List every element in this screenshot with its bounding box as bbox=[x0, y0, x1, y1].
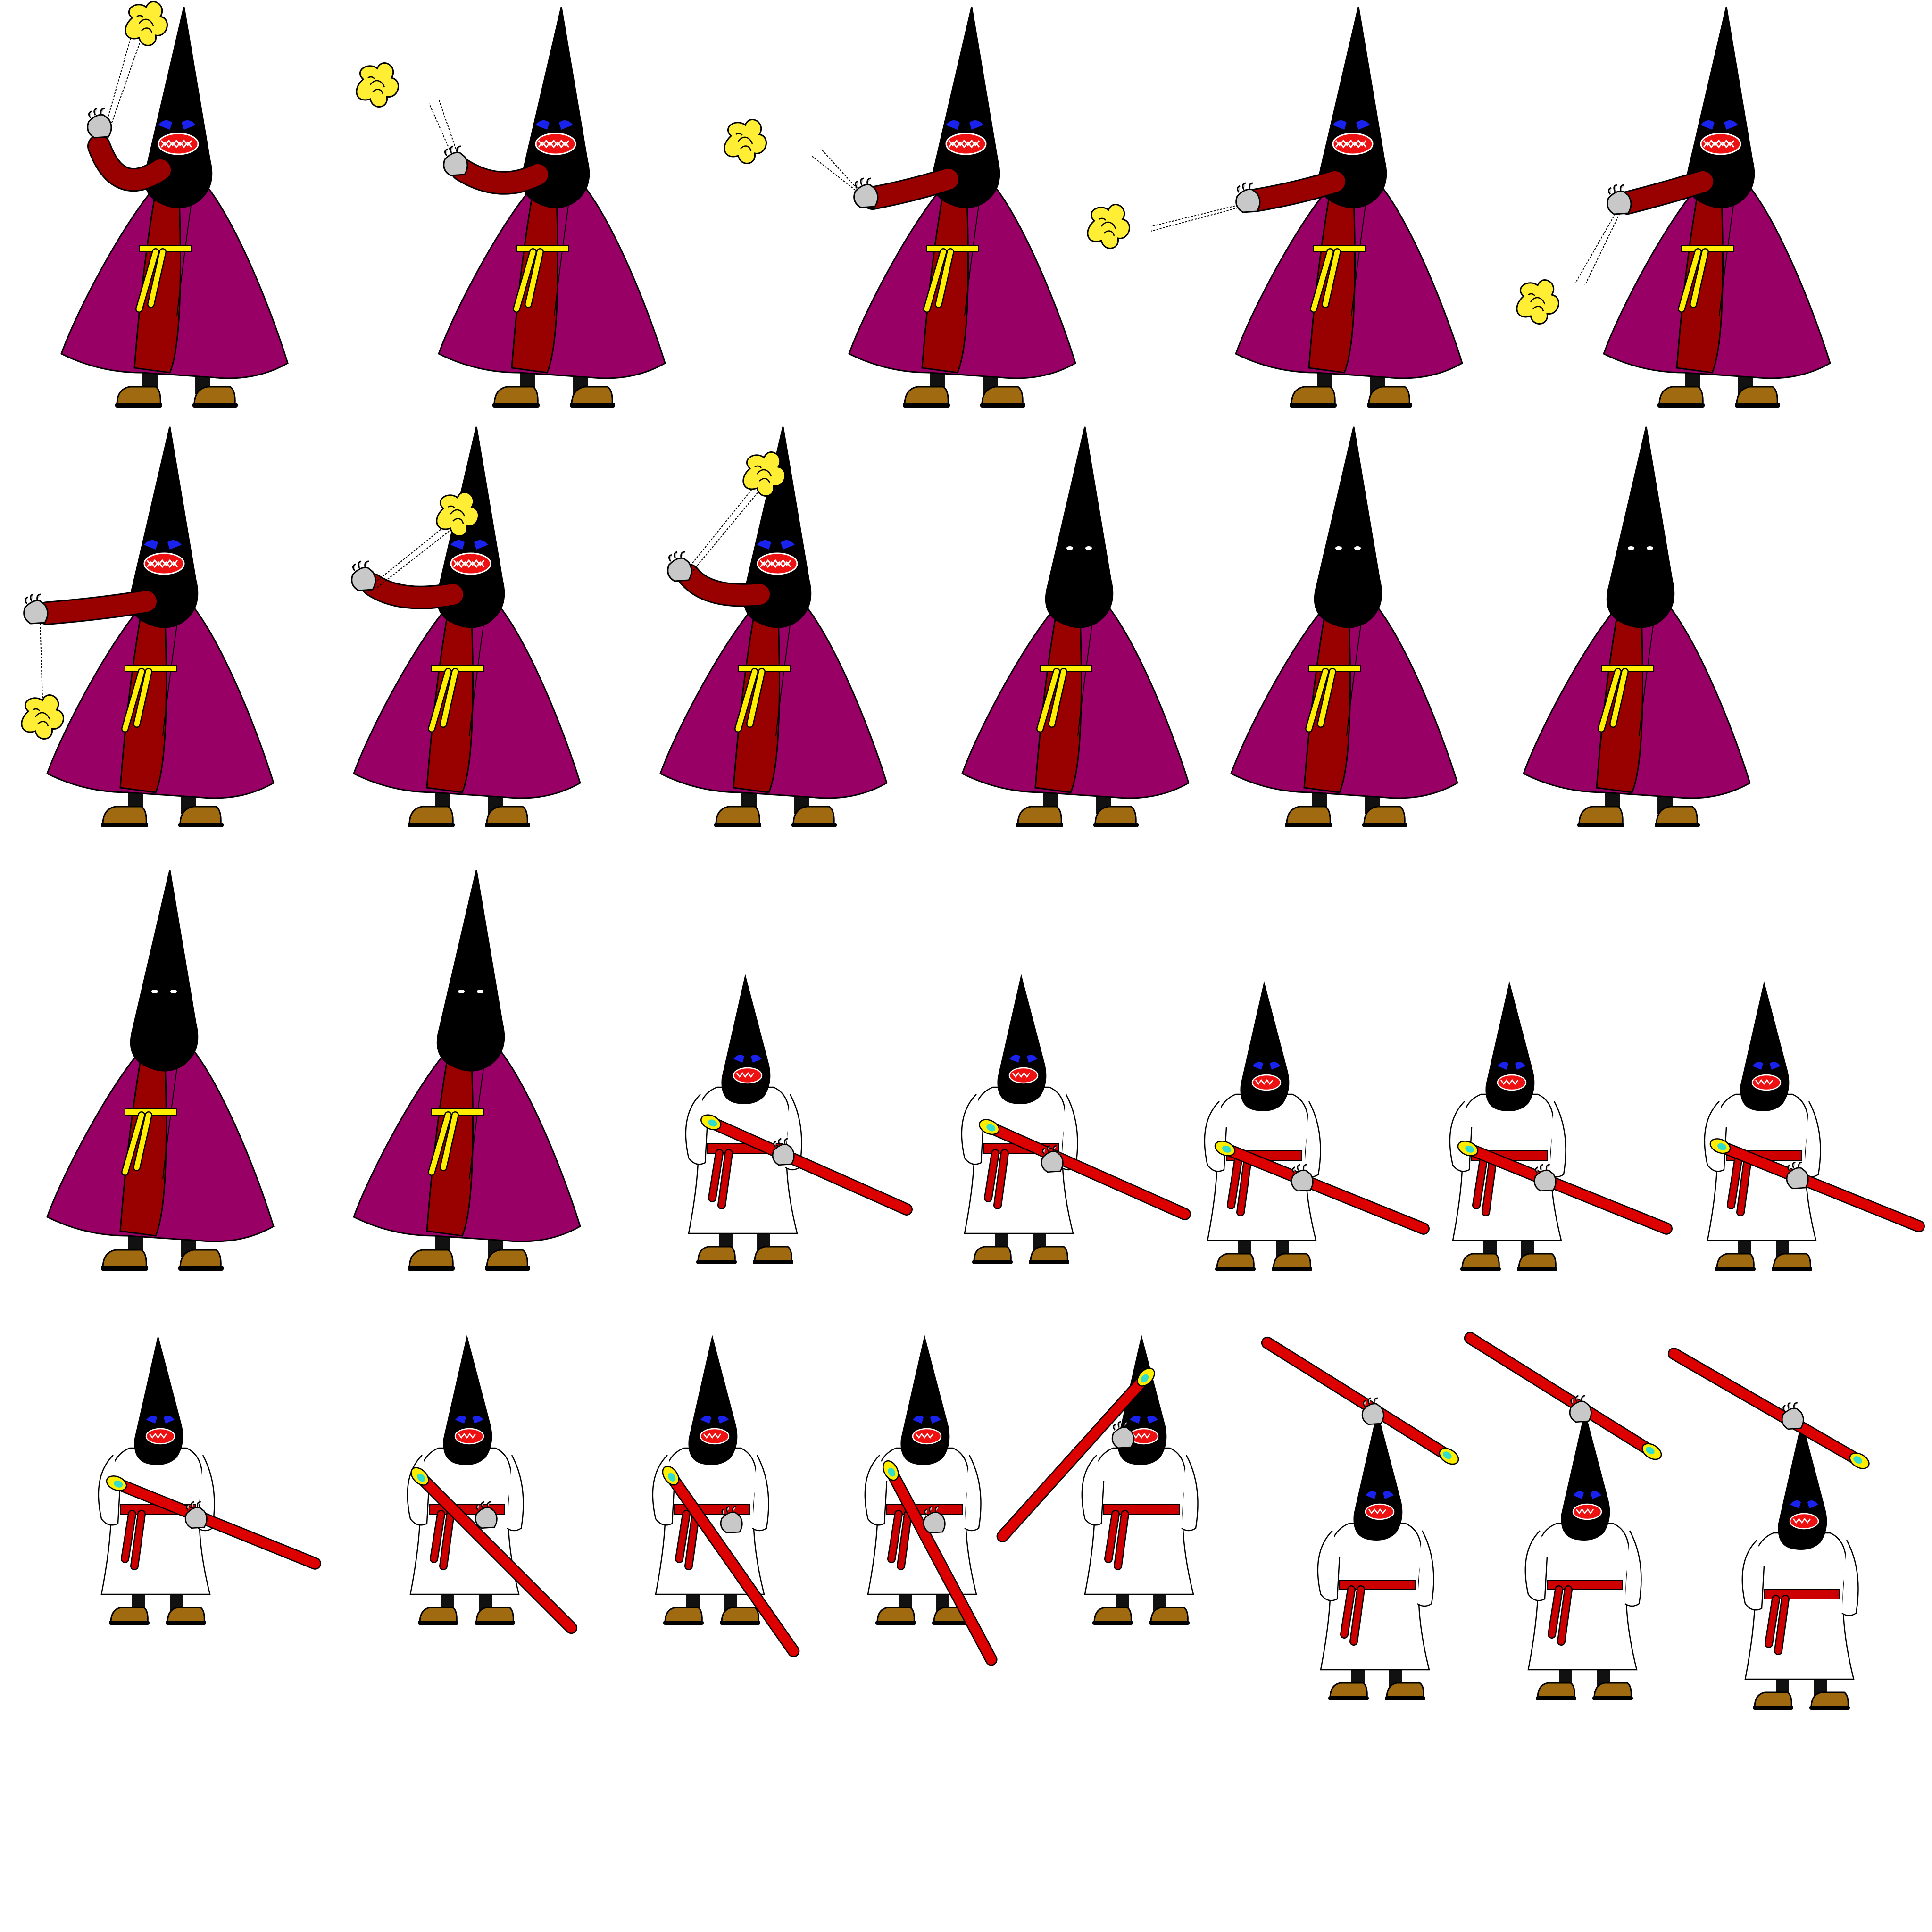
sprite-frame-8 bbox=[660, 427, 887, 827]
sprite-frame-1 bbox=[61, 1, 288, 408]
staff-icon bbox=[1264, 1337, 1461, 1467]
sprite-frame-4 bbox=[1087, 7, 1462, 408]
censer-icon bbox=[724, 119, 767, 164]
sprite-frame-19 bbox=[99, 1335, 317, 1625]
sprite-frame-22 bbox=[865, 1335, 997, 1663]
sprite-frame-14 bbox=[686, 974, 909, 1264]
staff-icon bbox=[1466, 1332, 1664, 1463]
sprite-frame-15 bbox=[962, 974, 1188, 1264]
sprite-frame-11 bbox=[1524, 427, 1750, 827]
censer-icon bbox=[21, 694, 64, 740]
censer-icon bbox=[356, 62, 399, 108]
sprite-frame-25 bbox=[1466, 1332, 1664, 1700]
censer-icon bbox=[125, 1, 168, 46]
censer-icon bbox=[1516, 279, 1559, 325]
censer-icon bbox=[1087, 204, 1130, 249]
sprite-frame-12 bbox=[47, 870, 274, 1271]
sprite-frame-2 bbox=[356, 7, 665, 408]
sprite-frame-20 bbox=[408, 1335, 576, 1632]
sprite-frame-9 bbox=[962, 427, 1189, 827]
sprite-frame-18 bbox=[1705, 981, 1921, 1271]
sprite-frame-7 bbox=[352, 427, 580, 827]
sprite-frame-17 bbox=[1450, 981, 1669, 1271]
sprite-frame-26 bbox=[1671, 1348, 1872, 1710]
sprite-frame-16 bbox=[1205, 981, 1426, 1271]
sprite-frame-6 bbox=[21, 427, 274, 827]
sprite-frame-13 bbox=[354, 870, 580, 1271]
sprite-frame-5 bbox=[1516, 7, 1830, 408]
sprite-frame-23 bbox=[998, 1335, 1198, 1625]
sprite-frame-24 bbox=[1264, 1337, 1461, 1700]
sprite-frame-3 bbox=[724, 7, 1075, 408]
staff-icon bbox=[1671, 1348, 1872, 1472]
sprite-frame-10 bbox=[1231, 427, 1457, 827]
sprite-frame-21 bbox=[653, 1335, 799, 1655]
